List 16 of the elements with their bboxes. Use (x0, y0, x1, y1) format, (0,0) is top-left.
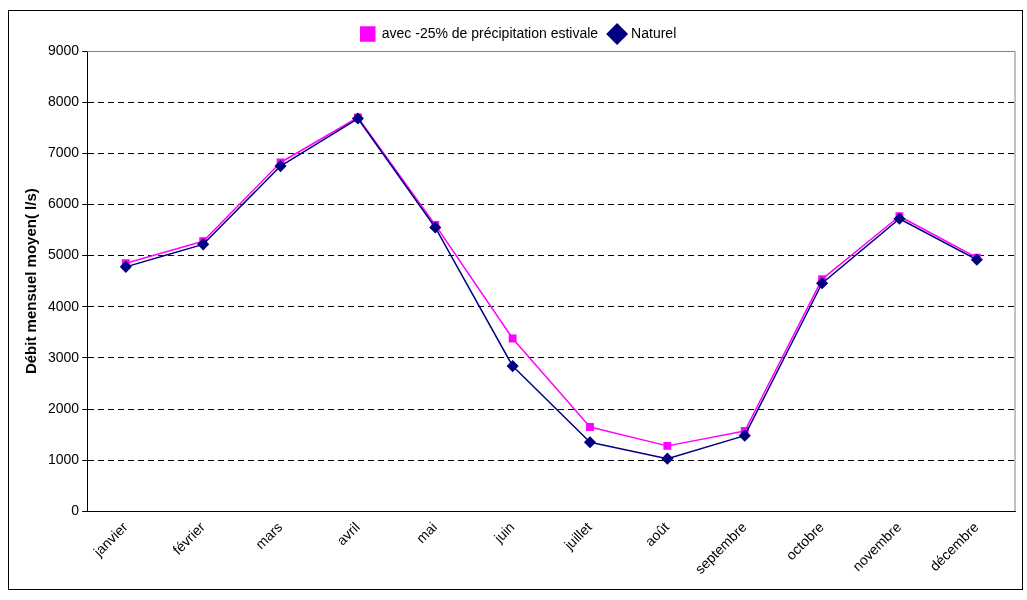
x-tick-label: août (641, 518, 673, 550)
legend-label: Naturel (631, 24, 677, 41)
legend-label: avec -25% de précipitation estivale (381, 24, 599, 41)
y-tick-label: 0 (71, 502, 80, 519)
y-tick-label: 3000 (47, 348, 80, 365)
y-tick-label: 9000 (47, 41, 80, 58)
x-tick-label: mai (412, 518, 441, 547)
y-tick-label: 4000 (47, 297, 80, 314)
y-tick-label: 7000 (47, 144, 80, 161)
y-tick-label: 5000 (47, 246, 80, 263)
x-tick-label: juin (490, 518, 518, 547)
y-tick-label: 6000 (47, 195, 80, 212)
y-axis-title: Débit mensuel moyen( l/s) (22, 188, 40, 375)
y-tick-label: 8000 (47, 93, 80, 110)
y-tick-label: 1000 (47, 451, 80, 468)
y-tick-label: 2000 (47, 399, 80, 416)
